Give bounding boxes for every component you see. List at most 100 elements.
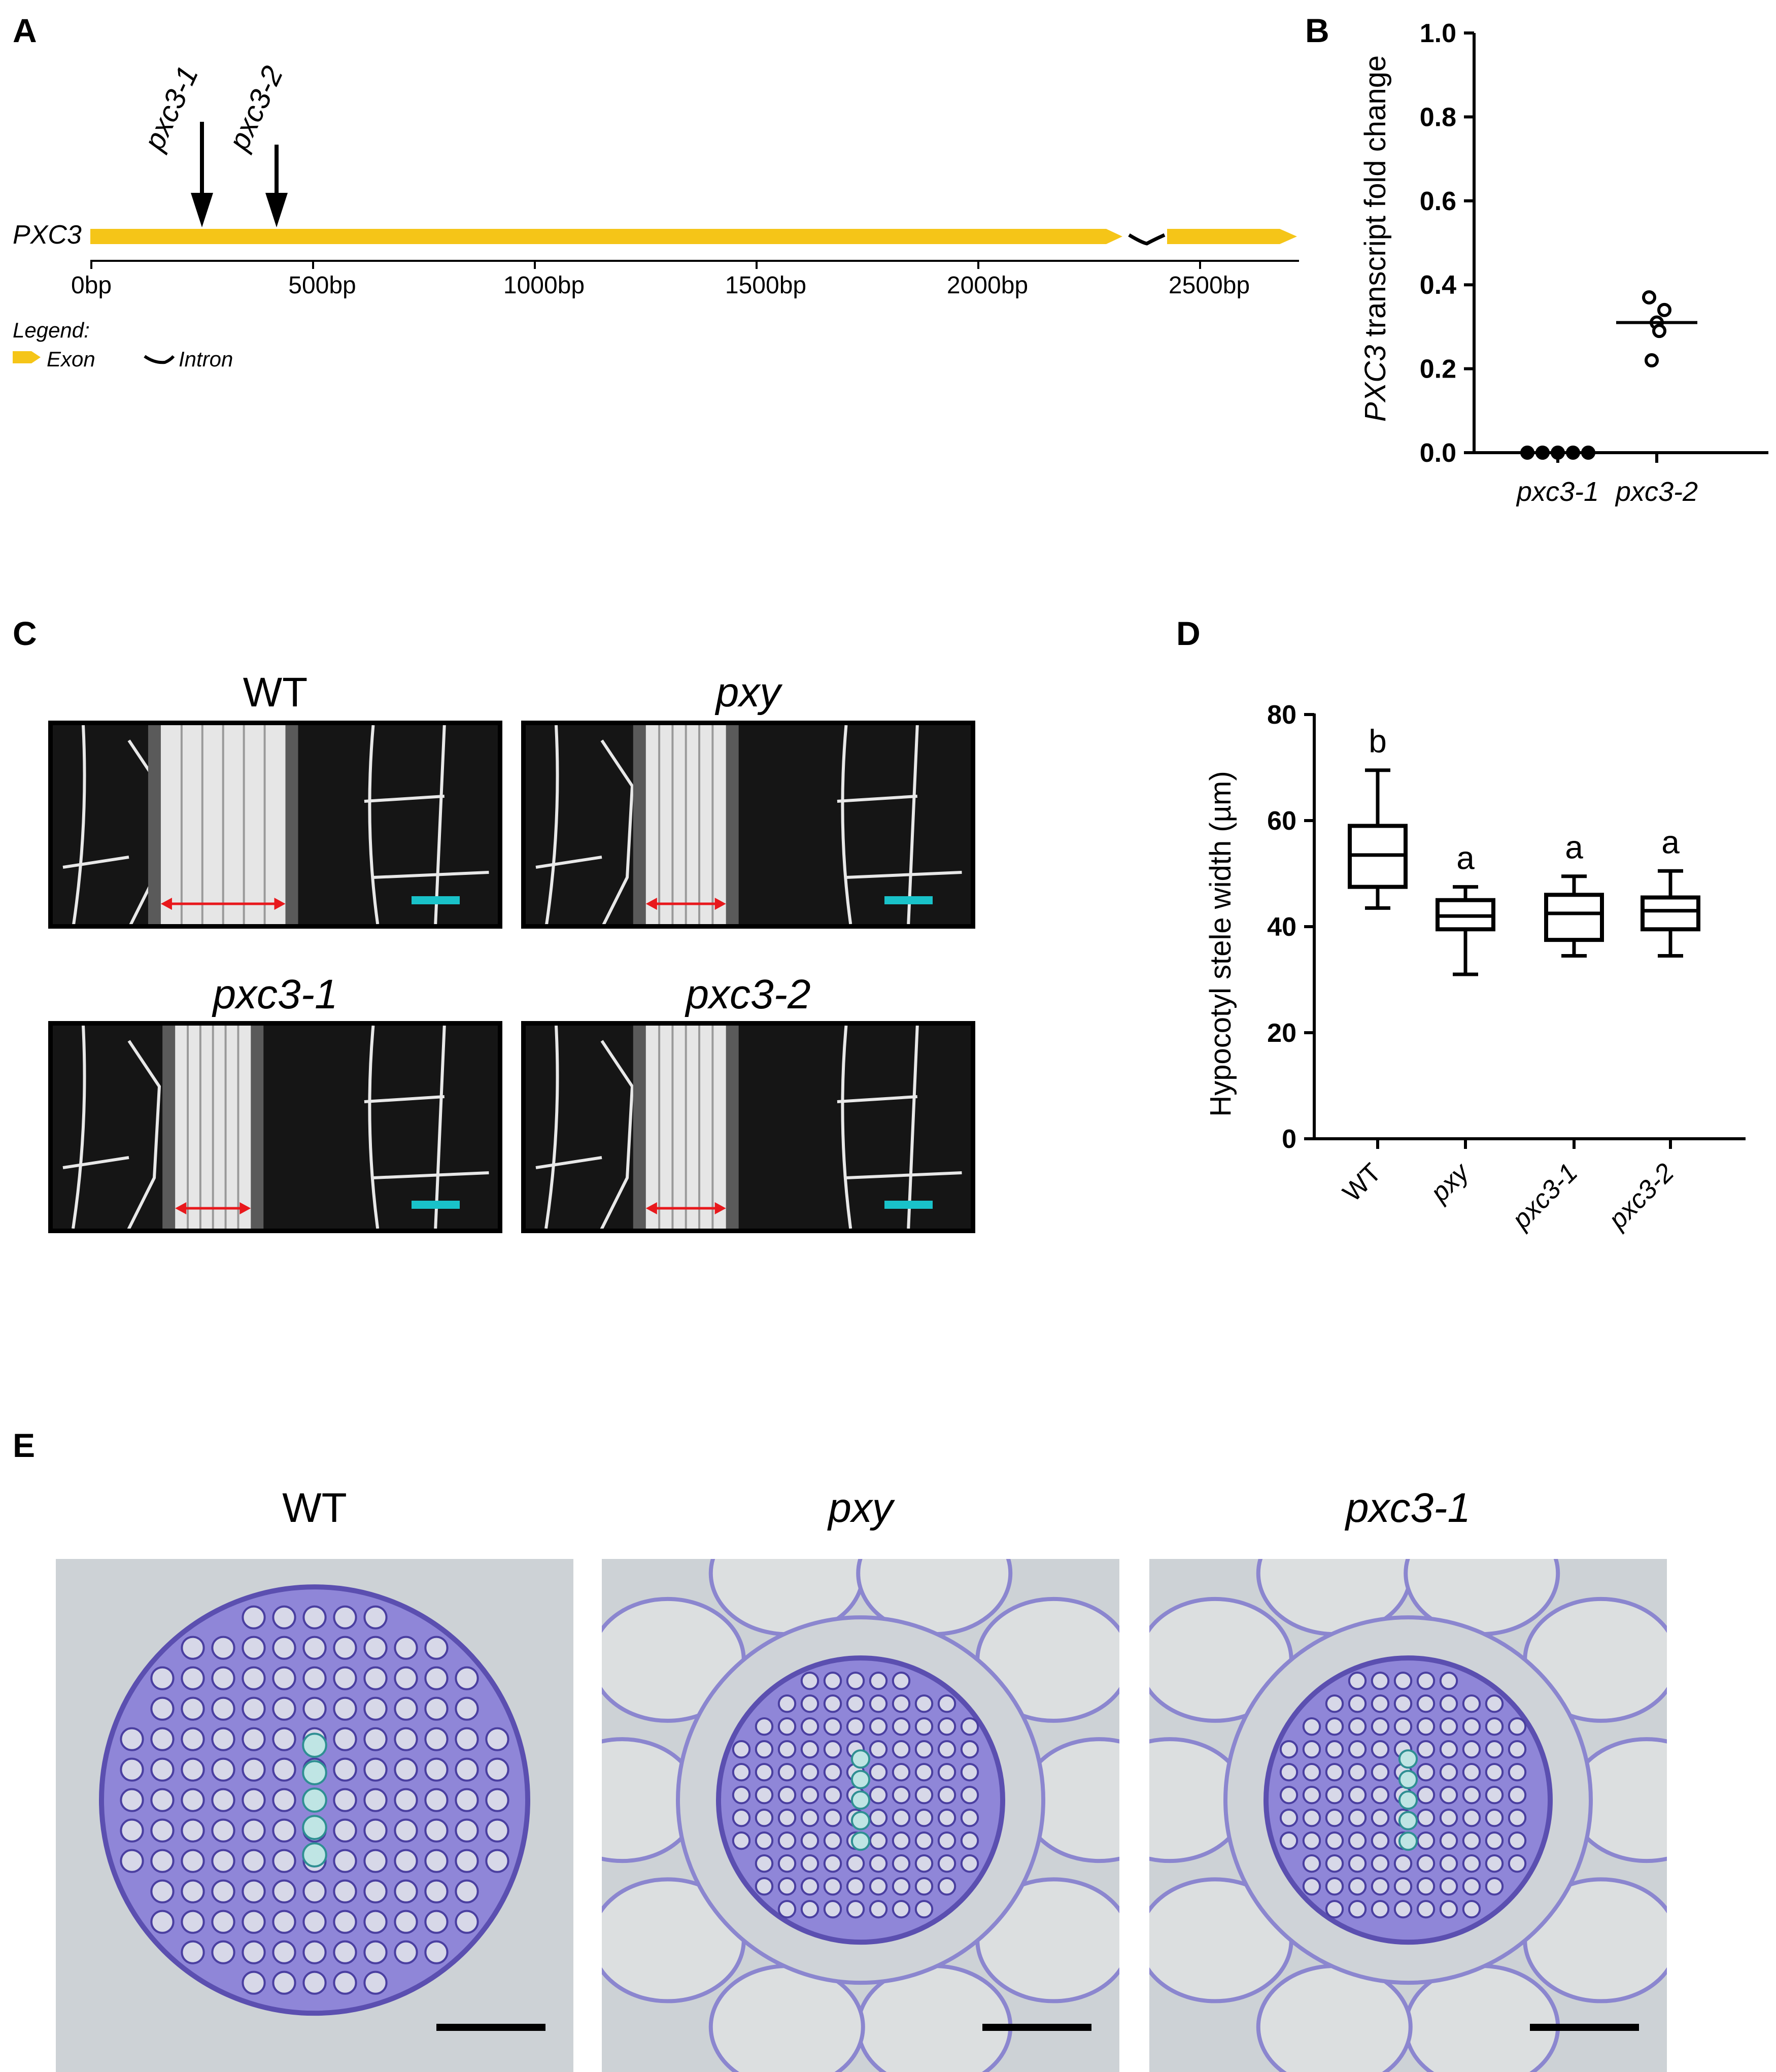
vascular-cell bbox=[1348, 1899, 1367, 1919]
micrograph-drawing bbox=[62, 1026, 489, 1229]
vascular-cell bbox=[302, 1971, 327, 1995]
vascular-cell bbox=[242, 1940, 266, 1964]
vascular-cell bbox=[333, 1788, 357, 1812]
vascular-cell bbox=[869, 1717, 888, 1736]
vascular-cell bbox=[150, 1666, 175, 1690]
vascular-cell bbox=[800, 1877, 819, 1896]
xylem-vessel bbox=[1398, 1749, 1418, 1769]
vascular-cell bbox=[333, 1849, 357, 1873]
vascular-cell bbox=[1462, 1785, 1481, 1805]
vascular-cell bbox=[242, 1696, 266, 1721]
cell-wall bbox=[846, 871, 962, 879]
vascular-cell bbox=[777, 1808, 797, 1827]
vascular-cell bbox=[1462, 1762, 1481, 1782]
chart-d-significance-letter: b bbox=[1369, 723, 1387, 760]
chart-b-y-tick-label: 0.2 bbox=[1420, 355, 1456, 384]
bp-tick-label: 2500bp bbox=[1169, 272, 1250, 299]
vascular-cell bbox=[755, 1762, 774, 1782]
vascular-cell bbox=[242, 1849, 266, 1873]
chart-b-x-tick-label: pxc3-1 bbox=[1516, 477, 1599, 507]
vascular-cell bbox=[823, 1671, 842, 1690]
vascular-cell bbox=[937, 1854, 957, 1873]
micro-title-wt: WT bbox=[243, 669, 308, 716]
cell-wall bbox=[127, 1040, 161, 1229]
vascular-cell bbox=[1485, 1740, 1504, 1759]
vascular-cell bbox=[1462, 1740, 1481, 1759]
vascular-cell bbox=[846, 1694, 865, 1713]
chart-d-significance-letter: a bbox=[1456, 840, 1475, 876]
bp-tick-label: 500bp bbox=[288, 272, 356, 299]
vascular-cell bbox=[455, 1727, 479, 1751]
mutation-arrow-2 bbox=[265, 145, 288, 227]
vascular-cell bbox=[424, 1666, 449, 1690]
vascular-cell bbox=[363, 1940, 388, 1964]
xylem-vessel bbox=[302, 1787, 327, 1813]
vascular-cell bbox=[394, 1757, 418, 1782]
vascular-cell bbox=[823, 1808, 842, 1827]
vascular-cell bbox=[424, 1879, 449, 1904]
vascular-cell bbox=[242, 1666, 266, 1690]
vascular-cell bbox=[1279, 1808, 1299, 1827]
vascular-cell bbox=[1416, 1740, 1436, 1759]
vascular-cell bbox=[869, 1762, 888, 1782]
legend-intron-swatch bbox=[144, 355, 175, 364]
cell-wall bbox=[907, 725, 919, 924]
vascular-cell bbox=[755, 1877, 774, 1896]
cell-wall bbox=[535, 1156, 602, 1169]
vascular-cell bbox=[1279, 1831, 1299, 1850]
vascular-cell bbox=[211, 1636, 235, 1660]
xylem-vessel bbox=[302, 1733, 327, 1758]
vascular-cell bbox=[394, 1696, 418, 1721]
vascular-cell bbox=[424, 1636, 449, 1660]
vascular-cell bbox=[892, 1808, 911, 1827]
cell-wall bbox=[434, 725, 446, 924]
vascular-cell bbox=[181, 1696, 205, 1721]
vascular-cell bbox=[1462, 1717, 1481, 1736]
vascular-cell bbox=[424, 1818, 449, 1843]
cell-wall bbox=[364, 795, 445, 803]
vascular-cell bbox=[755, 1831, 774, 1850]
vascular-cell bbox=[1325, 1694, 1344, 1713]
vascular-cell bbox=[1302, 1717, 1321, 1736]
cell-wall bbox=[62, 1156, 129, 1169]
vascular-cell bbox=[777, 1877, 797, 1896]
vascular-cell bbox=[1371, 1762, 1390, 1782]
vascular-cell bbox=[333, 1696, 357, 1721]
vascular-cell bbox=[120, 1849, 144, 1873]
vascular-cell bbox=[394, 1727, 418, 1751]
stele-width-arrowhead bbox=[645, 898, 657, 910]
histology-drawing bbox=[602, 1559, 1119, 2072]
panel-label-c: C bbox=[13, 615, 37, 652]
vascular-cell bbox=[960, 1785, 979, 1805]
chart-b: PXC3 transcript fold change 0.0 0.2 0.4 0.6… bbox=[1359, 19, 1768, 507]
vascular-cell bbox=[892, 1694, 911, 1713]
vascular-cell bbox=[823, 1785, 842, 1805]
vascular-cell bbox=[777, 1694, 797, 1713]
vascular-cell bbox=[1393, 1877, 1413, 1896]
intron bbox=[1128, 233, 1166, 246]
vascular-cell bbox=[181, 1666, 205, 1690]
vascular-cell bbox=[800, 1694, 819, 1713]
chart-d-box bbox=[1544, 893, 1604, 942]
vascular-cell bbox=[455, 1788, 479, 1812]
xylem-vessel bbox=[302, 1815, 327, 1840]
vascular-cell bbox=[1393, 1694, 1413, 1713]
vascular-cell bbox=[1348, 1671, 1367, 1690]
vascular-cell bbox=[1416, 1831, 1436, 1850]
vascular-cell bbox=[1416, 1785, 1436, 1805]
vascular-cell bbox=[1302, 1877, 1321, 1896]
vascular-cell bbox=[1371, 1717, 1390, 1736]
vascular-cell bbox=[892, 1762, 911, 1782]
vascular-cell bbox=[363, 1636, 388, 1660]
vascular-cell bbox=[1508, 1785, 1527, 1805]
vascular-cell bbox=[846, 1854, 865, 1873]
vascular-cell bbox=[424, 1727, 449, 1751]
vascular-cell bbox=[1371, 1785, 1390, 1805]
vascular-cell bbox=[1348, 1877, 1367, 1896]
vascular-cell bbox=[1279, 1740, 1299, 1759]
vascular-cell bbox=[846, 1717, 865, 1736]
vascular-cell bbox=[960, 1831, 979, 1850]
vascular-cell bbox=[272, 1666, 296, 1690]
vascular-cell bbox=[1462, 1854, 1481, 1873]
vascular-cell bbox=[363, 1849, 388, 1873]
